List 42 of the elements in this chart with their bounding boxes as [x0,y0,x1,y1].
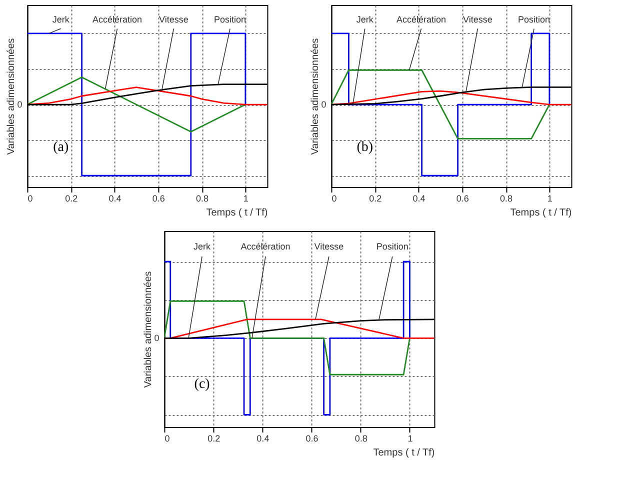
y-axis-title: Variables adimensionnées [6,38,17,155]
text: Position [214,14,246,25]
x-axis-title: Temps ( t / Tf) [206,208,268,218]
x-tick-label: 0.8 [354,434,368,444]
text: 0 [154,333,160,344]
text: Accélération [92,14,142,25]
y-axis-title: Variables adimensionnées [310,38,321,155]
x-tick-label: 0.6 [456,194,469,204]
text: Position [376,242,408,252]
x-tick-label: 0 [332,194,337,204]
annotation: (a) [53,140,69,155]
x-tick-label: 0.4 [108,194,122,204]
text: Vitesse [314,242,344,252]
text: Vitesse [462,14,492,25]
x-tick-label: 0.4 [412,194,426,204]
x-tick-label: 0.2 [208,434,220,444]
annotation: (b) [356,140,374,155]
x-tick-label: 0 [164,434,170,444]
text: Jerk [194,242,212,252]
x-tick-label: 0.2 [65,194,78,204]
x-tick-label: 0.4 [256,434,270,444]
text: Position [518,14,550,25]
x-axis-title: Temps ( t / Tf) [510,208,572,218]
series-label: Jerk [52,14,70,25]
text: 0 [17,100,22,110]
x-tick-label: 0.6 [306,434,318,444]
text: Vitesse [158,14,188,25]
text: Accélération [396,14,446,25]
x-tick-label: 1 [408,434,413,444]
x-tick-label: 0 [28,194,33,204]
x-axis-title: Temps ( t / Tf) [373,448,435,458]
series-label: Jerk [356,14,374,25]
annotation: (c) [194,376,210,392]
x-tick-label: 0.2 [369,194,382,204]
x-tick-label: 0.8 [500,194,513,204]
y-axis-title: Variables adimensionnées [142,271,154,388]
text: 0 [321,100,326,110]
text: Accélération [240,242,290,252]
x-tick-label: 1 [547,194,552,204]
x-tick-label: 1 [243,194,248,204]
x-tick-label: 0.8 [196,194,209,204]
x-tick-label: 0.6 [152,194,165,204]
